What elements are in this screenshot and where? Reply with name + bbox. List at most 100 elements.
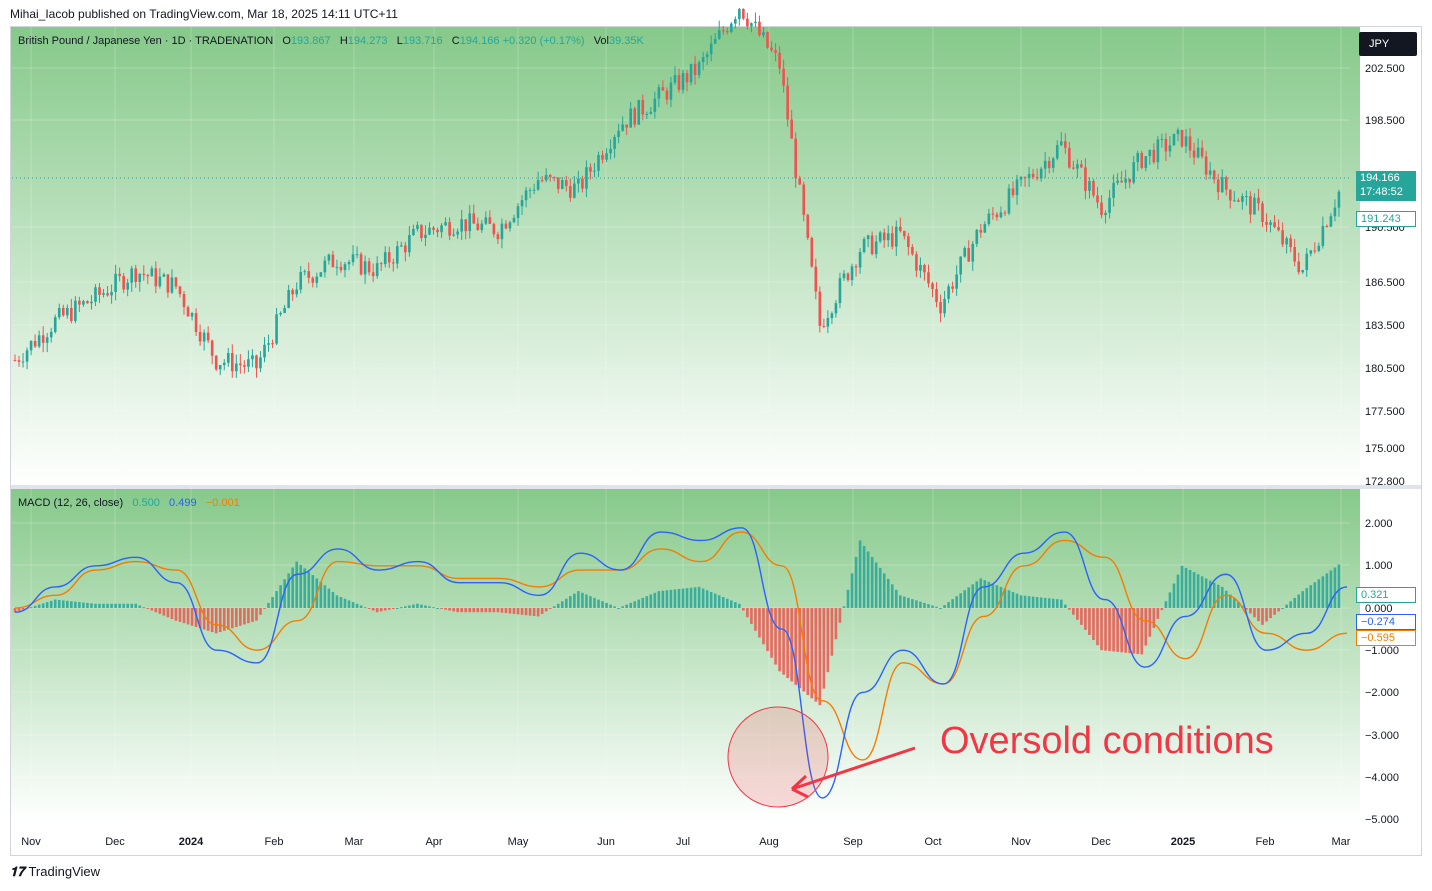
macd-hist-bar xyxy=(110,603,113,608)
candle-body xyxy=(243,365,246,367)
price-axis-label: 183.500 xyxy=(1365,320,1405,332)
candle-body xyxy=(999,212,1003,218)
pane-separator[interactable] xyxy=(11,485,1421,489)
macd-hist-bar xyxy=(90,603,93,608)
last-price-tag: 194.166 17:48:52 xyxy=(1356,171,1416,201)
candle-body xyxy=(255,355,258,369)
candle-body xyxy=(1196,147,1200,158)
macd-indicator-name[interactable]: MACD (12, 26, close) xyxy=(18,497,124,509)
macd-hist-bar xyxy=(1136,608,1140,654)
candle-body xyxy=(13,360,17,362)
macd-hist-bar xyxy=(283,579,286,608)
candle-body xyxy=(569,186,572,198)
time-axis-label: Jul xyxy=(676,836,690,848)
candle-body xyxy=(484,217,488,224)
macd-hist-bar xyxy=(371,608,375,611)
candle-body xyxy=(746,18,749,27)
candle-body xyxy=(1192,150,1196,158)
macd-hist-bar xyxy=(1172,583,1176,608)
candle-body xyxy=(907,236,910,247)
candle-body xyxy=(170,277,174,293)
close-label: C xyxy=(451,35,460,47)
candle-body xyxy=(794,138,797,179)
macd-hist-bar xyxy=(186,608,190,625)
macd-hist-bar xyxy=(613,606,616,608)
change-value: +0.320 (+0.17%) xyxy=(502,35,585,47)
candle-body xyxy=(391,262,395,264)
macd-tag-value: −0.274 xyxy=(1361,616,1395,628)
candle-body xyxy=(1216,179,1220,193)
macd-hist-bar xyxy=(387,608,391,610)
close-value: 194.166 xyxy=(459,35,500,47)
footer-brand[interactable]: TradingView xyxy=(28,864,101,879)
macd-hist-bar xyxy=(649,594,653,608)
macd-hist-bar xyxy=(118,603,121,608)
macd-hist-bar xyxy=(440,608,443,609)
macd-hist-bar xyxy=(573,593,576,608)
macd-hist-bar xyxy=(1031,596,1035,608)
macd-hist-bar xyxy=(911,599,914,608)
macd-hist-bar xyxy=(931,605,934,608)
candle-body xyxy=(420,224,423,239)
candle-body xyxy=(866,235,870,240)
macd-hist-bar xyxy=(685,588,689,608)
macd-hist-bar xyxy=(585,594,588,608)
volume-value: 39.35K xyxy=(608,35,644,47)
candle-body xyxy=(1277,227,1280,231)
candle-body xyxy=(259,357,262,369)
candle-body xyxy=(21,361,25,363)
price-pane[interactable] xyxy=(11,27,1360,485)
candle-body xyxy=(786,85,789,120)
candle-body xyxy=(142,273,146,276)
candle-body xyxy=(556,177,560,189)
candle-body xyxy=(790,119,793,139)
candle-body xyxy=(673,75,677,83)
macd-hist-bar xyxy=(1249,608,1252,614)
macd-hist-bar xyxy=(484,608,488,613)
candle-body xyxy=(367,261,371,273)
macd-hist-bar xyxy=(456,608,459,613)
macd-hist-bar xyxy=(657,591,661,608)
macd-hist-bar xyxy=(295,561,298,608)
candle-body xyxy=(1184,136,1188,147)
candle-body xyxy=(806,214,810,238)
macd-hist-bar xyxy=(1096,608,1099,646)
macd-hist-bar xyxy=(412,604,415,608)
currency-button[interactable]: JPY xyxy=(1359,32,1417,56)
macd-hist-bar xyxy=(645,596,649,608)
candle-body xyxy=(1257,197,1260,204)
candle-body xyxy=(649,111,653,115)
candle-body xyxy=(432,227,435,230)
candle-body xyxy=(1164,138,1168,152)
macd-hist-bar xyxy=(746,608,749,618)
candle-body xyxy=(1313,250,1317,252)
candle-body xyxy=(886,233,890,241)
candle-body xyxy=(492,223,496,235)
macd-hist-bar xyxy=(605,602,608,608)
macd-hist-bar xyxy=(488,608,492,613)
macd-hist-bar xyxy=(279,585,282,608)
macd-hist-bar xyxy=(1168,592,1172,608)
candle-body xyxy=(408,235,411,253)
macd-hist-bar xyxy=(460,608,463,613)
candle-body xyxy=(303,271,307,273)
macd-hist-bar xyxy=(709,591,713,608)
candle-body xyxy=(74,300,77,321)
macd-hist-bar xyxy=(416,603,419,608)
macd-hist-bar xyxy=(1337,564,1341,608)
macd-hist-bar xyxy=(987,581,991,608)
symbol-name[interactable]: British Pound / Japanese Yen · 1D · TRAD… xyxy=(18,35,274,47)
candle-body xyxy=(653,98,657,112)
macd-hist-bar xyxy=(420,604,423,608)
candle-body xyxy=(1224,177,1228,190)
candle-body xyxy=(750,23,753,27)
macd-hist-bar xyxy=(754,608,757,631)
candle-body xyxy=(890,233,894,247)
tradingview-logo-icon[interactable]: 𝟏𝟕 xyxy=(10,864,25,879)
candle-body xyxy=(681,73,685,90)
macd-hist-bar xyxy=(669,589,673,608)
candle-body xyxy=(1265,221,1268,225)
macd-hist-bar xyxy=(126,603,129,608)
candle-body xyxy=(637,100,641,125)
candle-body xyxy=(1325,226,1329,228)
